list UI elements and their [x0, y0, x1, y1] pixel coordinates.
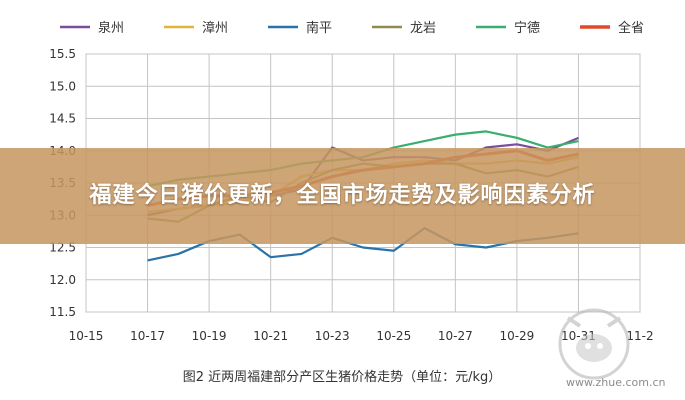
- y-tick-label: 12.5: [49, 241, 76, 255]
- chart-caption: 图2 近两周福建部分产区生猪价格走势（单位：元/kg）: [183, 369, 502, 385]
- legend-label: 南平: [306, 20, 332, 36]
- watermark-site: www.zhue.com.cn: [566, 376, 666, 389]
- legend-label: 泉州: [98, 20, 124, 36]
- x-tick-label: 10-25: [376, 329, 411, 343]
- title-banner: 福建今日猪价更新，全国市场走势及影响因素分析: [0, 148, 685, 244]
- legend-label: 龙岩: [410, 21, 436, 36]
- x-axis: 10-15 10-17 10-19 10-21 10-23 10-25 10-27 10-29…: [69, 329, 654, 343]
- y-tick-label: 15.0: [49, 79, 76, 93]
- x-tick-label: 10-15: [69, 329, 104, 343]
- x-tick-label: 10-23: [315, 329, 350, 343]
- x-tick-label: 10-17: [130, 329, 165, 343]
- y-tick-label: 14.5: [49, 112, 76, 126]
- x-tick-label: 11-2: [626, 329, 653, 343]
- y-tick-label: 15.5: [49, 47, 76, 61]
- y-tick-label: 12.0: [49, 273, 76, 287]
- legend-label: 全省: [618, 20, 644, 36]
- zhue-logo-watermark-icon: [558, 308, 630, 380]
- legend-label: 宁德: [514, 20, 540, 36]
- chart-legend: 泉州 漳州 南平 龙岩 宁德 全省: [60, 20, 644, 36]
- legend-label: 漳州: [202, 20, 228, 36]
- banner-title: 福建今日猪价更新，全国市场走势及影响因素分析: [89, 183, 596, 208]
- x-tick-label: 10-27: [438, 329, 473, 343]
- x-tick-label: 10-19: [192, 329, 227, 343]
- x-tick-label: 10-21: [253, 329, 288, 343]
- x-tick-label: 10-29: [499, 329, 534, 343]
- y-tick-label: 11.5: [49, 305, 76, 319]
